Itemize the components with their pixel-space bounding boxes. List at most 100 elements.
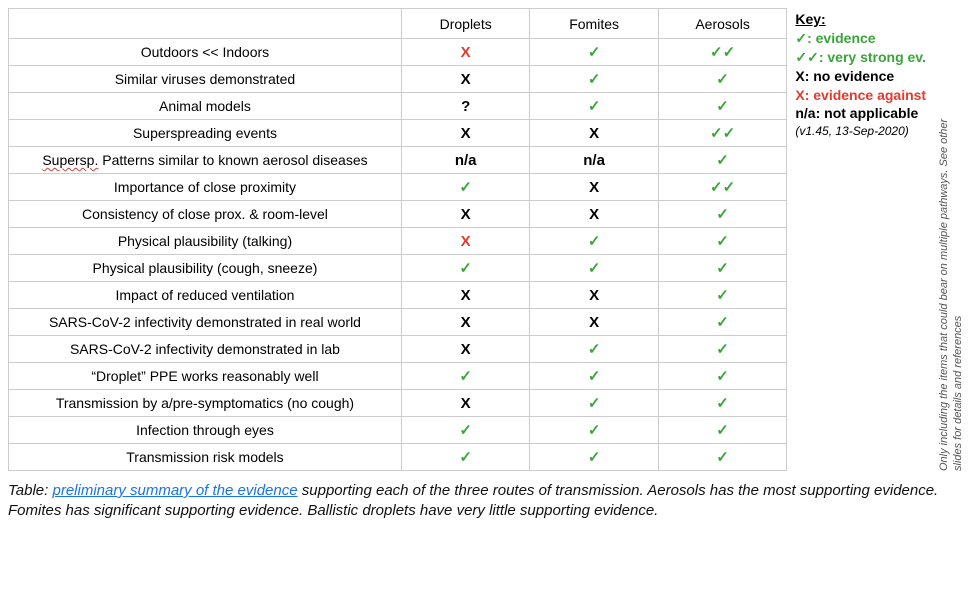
table-cell: ✓✓ bbox=[658, 120, 787, 147]
table-cell: X bbox=[530, 120, 658, 147]
table-cell: ✓ bbox=[401, 444, 529, 471]
caption: Table: preliminary summary of the eviden… bbox=[8, 481, 948, 522]
table-row: Physical plausibility (talking)X✓✓ bbox=[9, 228, 787, 255]
col-header: Droplets bbox=[401, 9, 529, 39]
legend-item: X: evidence against bbox=[795, 86, 931, 105]
table-cell: ✓ bbox=[530, 336, 658, 363]
table-row: Similar viruses demonstratedX✓✓ bbox=[9, 66, 787, 93]
legend-panel: Key: ✓: evidence✓✓: very strong ev.X: no… bbox=[793, 8, 931, 140]
row-label: Animal models bbox=[9, 93, 402, 120]
table-cell: X bbox=[401, 282, 529, 309]
row-label: Similar viruses demonstrated bbox=[9, 66, 402, 93]
table-cell: ✓ bbox=[658, 228, 787, 255]
row-label: SARS-CoV-2 infectivity demonstrated in r… bbox=[9, 309, 402, 336]
legend-symbol: X bbox=[795, 68, 804, 84]
legend-version: (v1.45, 13-Sep-2020) bbox=[795, 123, 931, 139]
table-row: Impact of reduced ventilationXX✓ bbox=[9, 282, 787, 309]
legend-symbol: X bbox=[795, 87, 804, 103]
table-cell: ✓ bbox=[401, 363, 529, 390]
table-cell: ✓ bbox=[530, 390, 658, 417]
table-row: Animal models?✓✓ bbox=[9, 93, 787, 120]
col-header: Fomites bbox=[530, 9, 658, 39]
table-cell: ✓ bbox=[530, 66, 658, 93]
row-label: Consistency of close prox. & room-level bbox=[9, 201, 402, 228]
legend-symbol: ✓✓ bbox=[795, 49, 818, 65]
table-cell: X bbox=[401, 39, 529, 66]
table-cell: ✓✓ bbox=[658, 174, 787, 201]
table-row: SARS-CoV-2 infectivity demonstrated in r… bbox=[9, 309, 787, 336]
row-label: Transmission risk models bbox=[9, 444, 402, 471]
row-label: SARS-CoV-2 infectivity demonstrated in l… bbox=[9, 336, 402, 363]
legend-label: : not applicable bbox=[816, 105, 919, 121]
table-cell: ✓✓ bbox=[658, 39, 787, 66]
table-cell: ✓ bbox=[658, 93, 787, 120]
row-label: Outdoors << Indoors bbox=[9, 39, 402, 66]
table-row: SARS-CoV-2 infectivity demonstrated in l… bbox=[9, 336, 787, 363]
table-cell: ✓ bbox=[530, 228, 658, 255]
legend-item: ✓: evidence bbox=[795, 29, 931, 48]
row-label: Transmission by a/pre-symptomatics (no c… bbox=[9, 390, 402, 417]
table-cell: ✓ bbox=[530, 39, 658, 66]
table-cell: ✓ bbox=[530, 363, 658, 390]
row-label: Impact of reduced ventilation bbox=[9, 282, 402, 309]
table-cell: X bbox=[401, 390, 529, 417]
legend-symbol: ✓ bbox=[795, 30, 807, 46]
row-label: Supersp. Patterns similar to known aeros… bbox=[9, 147, 402, 174]
table-cell: n/a bbox=[401, 147, 529, 174]
row-label: Importance of close proximity bbox=[9, 174, 402, 201]
table-cell: n/a bbox=[530, 147, 658, 174]
legend-label: : evidence bbox=[807, 30, 875, 46]
side-note: Only including the items that could bear… bbox=[938, 111, 966, 471]
table-cell: ✓ bbox=[658, 336, 787, 363]
legend-label: : evidence against bbox=[805, 87, 926, 103]
table-row: Superspreading eventsXX✓✓ bbox=[9, 120, 787, 147]
table-cell: ✓ bbox=[658, 309, 787, 336]
table-row: Transmission risk models✓✓✓ bbox=[9, 444, 787, 471]
row-label: Physical plausibility (cough, sneeze) bbox=[9, 255, 402, 282]
table-cell: ✓ bbox=[401, 255, 529, 282]
table-cell: ✓ bbox=[658, 390, 787, 417]
table-cell: X bbox=[401, 66, 529, 93]
table-row: Physical plausibility (cough, sneeze)✓✓✓ bbox=[9, 255, 787, 282]
table-cell: X bbox=[530, 309, 658, 336]
legend-item: ✓✓: very strong ev. bbox=[795, 48, 931, 67]
table-cell: ✓ bbox=[658, 444, 787, 471]
table-cell: ✓ bbox=[658, 363, 787, 390]
row-label: Physical plausibility (talking) bbox=[9, 228, 402, 255]
caption-prefix: Table: bbox=[8, 482, 52, 499]
header-blank bbox=[9, 9, 402, 39]
row-label: Infection through eyes bbox=[9, 417, 402, 444]
table-cell: ✓ bbox=[658, 66, 787, 93]
table-cell: ✓ bbox=[530, 444, 658, 471]
table-cell: ✓ bbox=[401, 174, 529, 201]
table-cell: ✓ bbox=[658, 282, 787, 309]
legend-header: Key: bbox=[795, 10, 931, 29]
evidence-table: Droplets Fomites Aerosols Outdoors << In… bbox=[8, 8, 787, 471]
table-cell: ✓ bbox=[530, 255, 658, 282]
table-row: Outdoors << IndoorsX✓✓✓ bbox=[9, 39, 787, 66]
table-cell: ? bbox=[401, 93, 529, 120]
table-row: Consistency of close prox. & room-level X… bbox=[9, 201, 787, 228]
legend-label: : no evidence bbox=[805, 68, 894, 84]
col-header: Aerosols bbox=[658, 9, 787, 39]
header-row: Droplets Fomites Aerosols bbox=[9, 9, 787, 39]
table-row: “Droplet” PPE works reasonably well✓✓✓ bbox=[9, 363, 787, 390]
table-row: Infection through eyes✓✓✓ bbox=[9, 417, 787, 444]
row-label: Superspreading events bbox=[9, 120, 402, 147]
table-cell: ✓ bbox=[658, 147, 787, 174]
table-cell: X bbox=[401, 228, 529, 255]
legend-item: X: no evidence bbox=[795, 67, 931, 86]
table-cell: ✓ bbox=[658, 417, 787, 444]
legend-item: n/a: not applicable bbox=[795, 104, 931, 123]
table-cell: X bbox=[401, 336, 529, 363]
table-cell: X bbox=[401, 309, 529, 336]
caption-link[interactable]: preliminary summary of the evidence bbox=[52, 482, 297, 499]
table-row: Supersp. Patterns similar to known aeros… bbox=[9, 147, 787, 174]
table-cell: ✓ bbox=[530, 93, 658, 120]
table-cell: X bbox=[530, 201, 658, 228]
table-cell: X bbox=[401, 120, 529, 147]
row-label: “Droplet” PPE works reasonably well bbox=[9, 363, 402, 390]
table-cell: ✓ bbox=[658, 255, 787, 282]
table-cell: X bbox=[530, 174, 658, 201]
table-cell: X bbox=[530, 282, 658, 309]
